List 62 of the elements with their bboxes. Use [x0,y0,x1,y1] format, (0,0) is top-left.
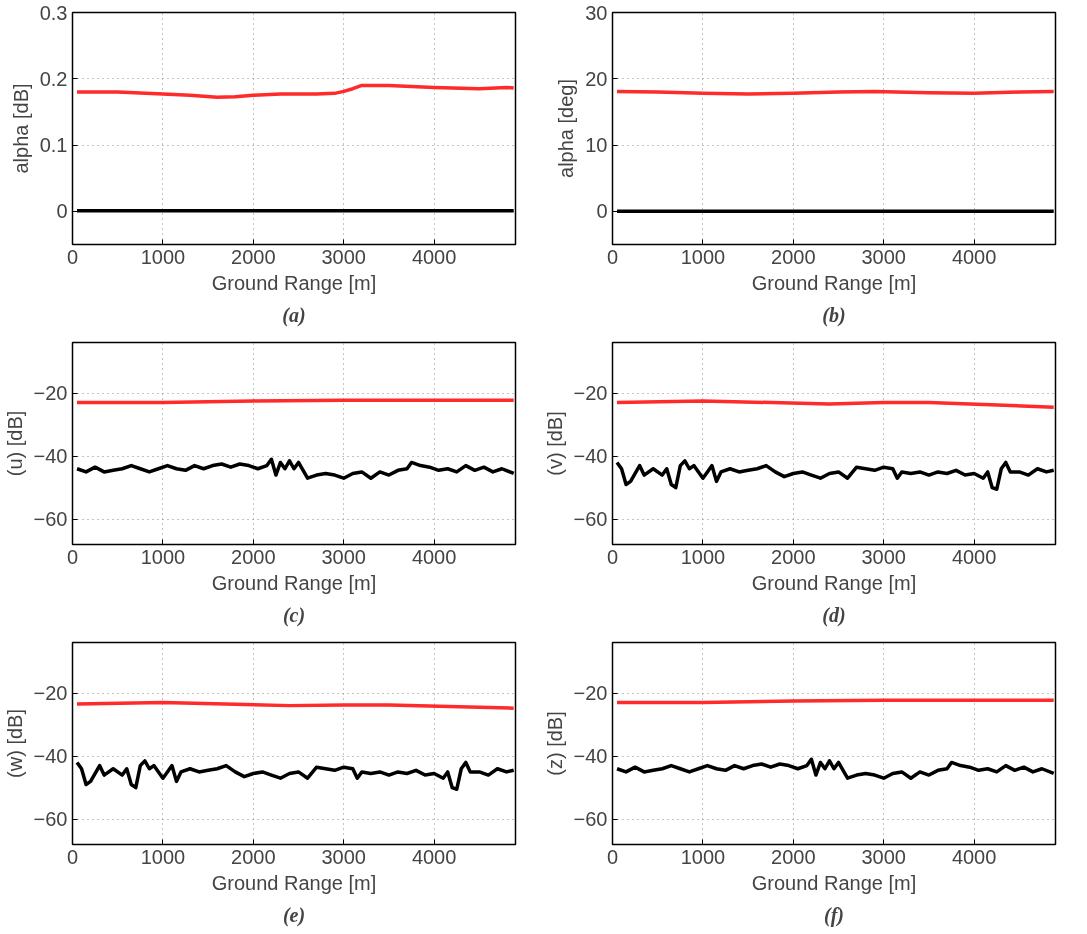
x-tick-label: 3000 [861,845,906,868]
y-tick-label: −60 [33,508,68,531]
x-tick-label: 4000 [951,245,997,268]
y-axis-title: alpha [deg] [555,79,578,178]
x-tick-label: 3000 [321,845,366,868]
x-axis-title: Ground Range [m] [751,271,917,294]
y-axis-title: (z) [dB] [543,711,566,776]
x-tick-label: 1000 [140,845,186,868]
x-tick-label: 4000 [411,245,457,268]
x-tick-label: 2000 [771,845,816,868]
x-axis-title: Ground Range [m] [751,571,917,594]
text: (c) [282,603,306,627]
x-axis-title: Ground Range [m] [751,871,917,894]
text: (d) [822,603,846,627]
x-tick-label: 1000 [680,545,726,568]
x-tick-label: 3000 [861,545,906,568]
y-tick-label: −20 [573,682,608,704]
y-tick-label: −40 [573,445,608,468]
y-tick-label: 0.2 [39,67,68,90]
y-tick-label: −20 [33,382,68,404]
text: (b) [822,303,846,327]
y-tick-label: 0.1 [39,134,68,157]
y-tick-label: −40 [573,745,608,768]
y-tick-label: 30 [585,1,608,24]
y-axis-title: alpha [dB] [9,83,32,174]
x-axis-title: Ground Range [m] [211,871,377,894]
x-tick-label: 1000 [140,545,186,568]
y-axis-title: (w) [dB] [3,709,26,778]
x-axis-title: Ground Range [m] [211,271,377,294]
x-tick-label: 3000 [321,545,366,568]
x-tick-label: 2000 [231,245,276,268]
y-axis-title: (u) [dB] [3,410,26,477]
text: (e) [282,903,306,927]
x-tick-label: 1000 [680,245,726,268]
y-axis-title: (v) [dB] [543,411,566,476]
y-tick-label: −60 [573,808,608,831]
y-tick-label: 20 [585,67,608,90]
y-tick-label: −40 [33,745,68,768]
x-tick-label: 2000 [231,545,276,568]
x-tick-label: 2000 [771,245,816,268]
y-tick-label: 0 [56,200,68,223]
x-tick-label: 1000 [680,845,726,868]
y-tick-label: −60 [33,808,68,831]
y-tick-label: 0 [596,200,608,223]
y-tick-label: −60 [573,508,608,531]
y-tick-label: −40 [33,445,68,468]
x-tick-label: 3000 [861,245,906,268]
y-tick-label: 10 [585,134,608,157]
text: (a) [282,303,306,327]
x-tick-label: 4000 [411,845,457,868]
x-tick-label: 2000 [771,545,816,568]
x-tick-label: 4000 [411,545,457,568]
y-tick-label: −20 [573,382,608,404]
y-tick-label: 0.3 [39,1,68,24]
x-tick-label: 4000 [951,545,997,568]
text: (f) [824,903,844,927]
x-tick-label: 1000 [140,245,186,268]
x-axis-title: Ground Range [m] [211,571,377,594]
x-tick-label: 4000 [951,845,997,868]
x-tick-label: 3000 [321,245,366,268]
y-tick-label: −20 [33,682,68,704]
x-tick-label: 2000 [231,845,276,868]
